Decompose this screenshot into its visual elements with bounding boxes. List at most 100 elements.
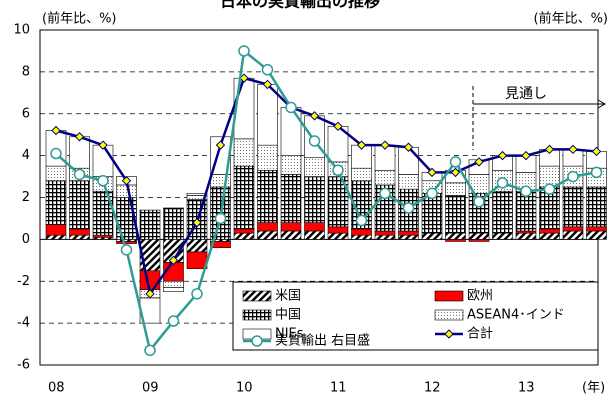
bar-segment [233, 232, 255, 240]
line-marker [145, 289, 155, 299]
bar-segment [468, 232, 490, 240]
bar-segment [92, 234, 114, 238]
y-tick-label: 4 [22, 148, 30, 163]
line-marker [214, 212, 227, 225]
bar-segment [445, 195, 466, 234]
line-marker [450, 167, 461, 178]
bar-segment [186, 193, 208, 196]
bar-segment [492, 190, 513, 234]
bar-segment [163, 280, 184, 288]
bar-segment [515, 230, 537, 234]
bar-segment [562, 230, 584, 240]
bar-segment [210, 241, 231, 249]
bar-segment [562, 186, 584, 228]
bar-segment [69, 228, 90, 236]
bar-segment [398, 234, 419, 240]
bar-segment [515, 190, 537, 232]
line-marker [474, 157, 484, 167]
line-marker [355, 214, 368, 227]
bar-segment [257, 222, 278, 232]
line-marker [262, 79, 273, 90]
bar-segment [45, 224, 67, 236]
line-marker [567, 170, 579, 183]
line-marker [192, 217, 202, 228]
bar-segment [304, 176, 325, 223]
bar-segment [398, 174, 419, 190]
legend [232, 281, 599, 351]
line-marker [544, 144, 555, 155]
line-marker [520, 185, 532, 197]
line-marker [426, 187, 438, 200]
legend-label: ASEAN4･インド [467, 308, 565, 323]
bar-segment [233, 138, 255, 167]
x-tick-label: 09 [142, 381, 159, 396]
bar-segment [468, 239, 490, 242]
line-marker [74, 132, 85, 142]
bar-segment [515, 232, 537, 240]
line-marker [449, 156, 462, 168]
line-marker [332, 164, 344, 177]
legend-marker [444, 329, 454, 339]
y-tick-label: -2 [17, 274, 30, 289]
bar-segment [233, 228, 255, 234]
bar-segment [445, 182, 466, 196]
bar-segment [539, 228, 560, 234]
line-marker [309, 111, 320, 121]
y-tick-label: 10 [13, 23, 30, 38]
legend-label: 実質輸出 右目盛 [275, 333, 370, 349]
line-marker [144, 344, 156, 357]
line-marker [379, 187, 391, 200]
bar-segment [139, 270, 161, 290]
line-marker [238, 45, 250, 57]
line-marker [591, 146, 602, 157]
line-marker [427, 167, 437, 178]
y-tick-label: 8 [22, 64, 30, 79]
legend-marker [251, 335, 263, 347]
bar-segment [45, 234, 67, 240]
bar-segment [327, 226, 349, 234]
line-marker [215, 140, 226, 150]
line-marker [568, 144, 578, 155]
bar-segment [233, 165, 255, 230]
line-marker [308, 135, 321, 147]
bar-segment [116, 239, 137, 242]
bar-segment [492, 232, 513, 240]
y-tick-label: -4 [17, 316, 30, 331]
line-marker [590, 166, 603, 179]
line-marker [168, 255, 179, 266]
legend-swatch [242, 290, 272, 302]
bar-segment [374, 169, 396, 186]
bar-segment [69, 136, 90, 169]
bar-segment [351, 228, 372, 236]
line-marker [496, 177, 509, 189]
line-marker [98, 140, 108, 150]
bar-segment [445, 232, 466, 240]
x-tick-label: 10 [236, 381, 253, 396]
y-unit-left: (前年比、%) [42, 11, 117, 27]
bar-segment [586, 230, 607, 240]
chart-title: 日本の実質輸出の推移 [220, 0, 380, 11]
bar-segment [398, 230, 419, 236]
y-tick-label: 0 [22, 232, 30, 247]
line-marker [403, 142, 414, 152]
bar-segment [327, 232, 349, 240]
bar-segment [304, 157, 325, 177]
line-marker [97, 175, 109, 187]
bar-segment [280, 107, 302, 156]
line-marker [333, 121, 343, 132]
legend-swatch [434, 290, 464, 302]
bar-segment [92, 144, 114, 177]
line-marker [51, 125, 61, 136]
bar-segment [562, 226, 584, 232]
bar-segment [257, 144, 278, 171]
line-marker [121, 176, 132, 186]
y-tick-label: -6 [17, 358, 30, 373]
bar-segment [280, 222, 302, 232]
line-marker [521, 150, 531, 161]
y-tick-label: 6 [22, 106, 30, 121]
forecast-label: 見通し [505, 86, 547, 102]
line-marker [261, 64, 274, 76]
bar-segment [163, 207, 184, 240]
bar-segment [351, 234, 372, 240]
